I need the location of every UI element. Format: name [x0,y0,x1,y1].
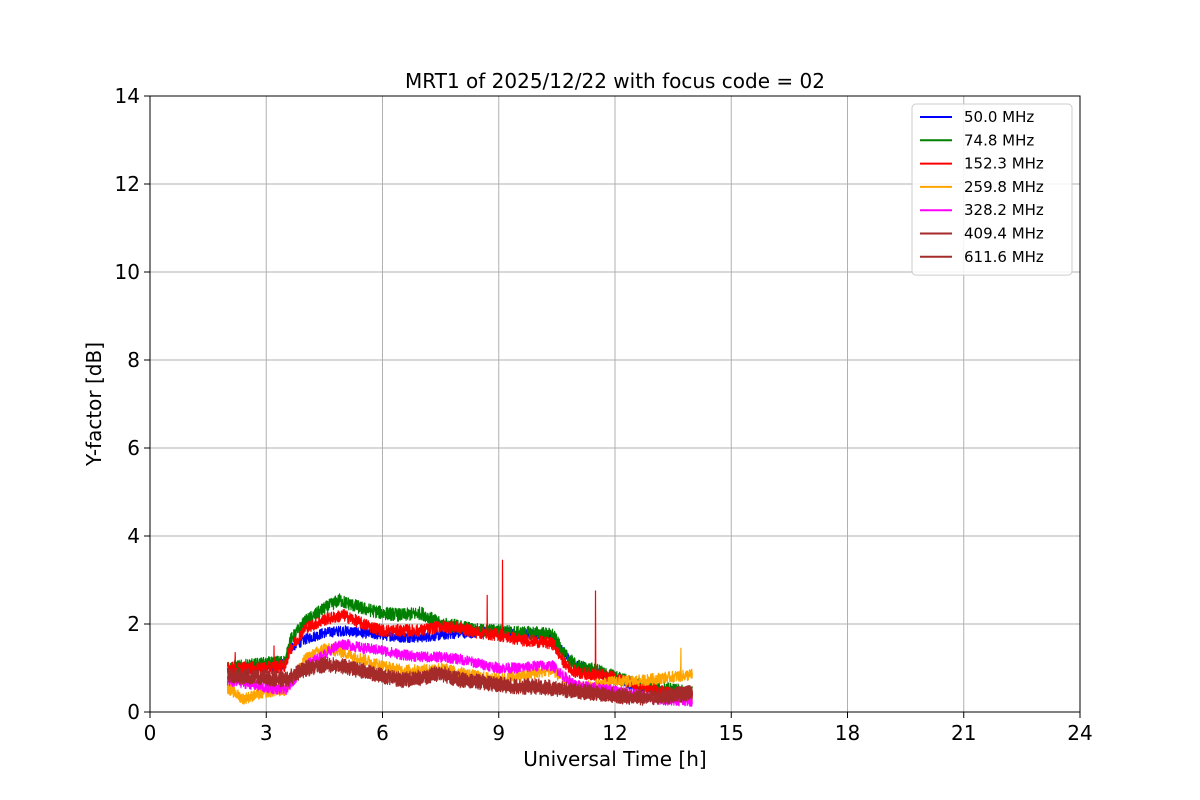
y-tick-label: 6 [127,436,140,460]
y-tick-label: 2 [127,612,140,636]
x-tick-label: 24 [1067,721,1092,745]
legend-entry: 152.3 MHz [964,155,1044,173]
legend-box [911,103,1073,276]
x-tick-label: 21 [951,721,976,745]
legend-entry: 611.6 MHz [964,248,1044,266]
y-axis-label: Y-factor [dB] [82,342,106,467]
y-tick-label: 4 [127,524,140,548]
chart-title: MRT1 of 2025/12/22 with focus code = 02 [405,69,825,93]
legend-entry: 409.4 MHz [964,225,1044,243]
legend-entry: 328.2 MHz [964,201,1044,219]
x-tick-label: 6 [376,721,389,745]
x-tick-label: 12 [602,721,627,745]
y-tick-label: 12 [115,172,140,196]
y-axis: 0 2 4 6 8 10 12 14 [115,84,150,724]
x-axis: 0 3 6 9 12 15 18 21 24 [144,712,1093,745]
x-axis-label: Universal Time [h] [523,747,706,771]
y-tick-label: 8 [127,348,140,372]
legend-entry: 74.8 MHz [964,131,1034,149]
plot-area [226,559,693,707]
x-tick-label: 18 [835,721,860,745]
y-tick-label: 14 [115,84,140,108]
x-tick-label: 9 [492,721,505,745]
y-tick-label: 10 [115,260,140,284]
y-tick-label: 0 [127,700,140,724]
x-tick-label: 0 [144,721,157,745]
legend-entry: 50.0 MHz [964,108,1034,126]
x-tick-label: 3 [260,721,273,745]
series-line [227,656,693,704]
legend-entry: 259.8 MHz [964,178,1044,196]
x-tick-label: 15 [719,721,744,745]
legend: 50.0 MHz 74.8 MHz 152.3 MHz 259.8 MHz 32… [911,103,1073,276]
